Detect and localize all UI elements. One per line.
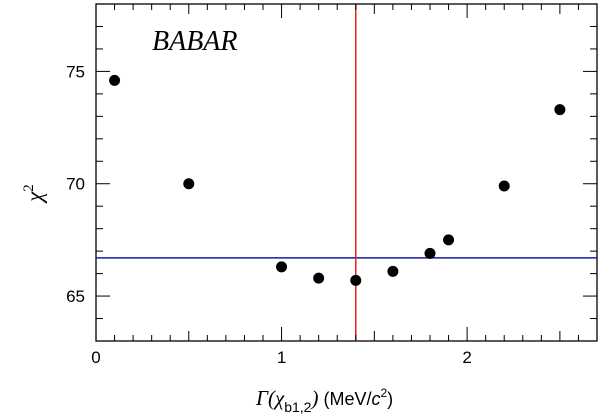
y-tick-label: 70	[66, 175, 85, 194]
data-point	[183, 178, 195, 190]
data-point	[554, 104, 566, 116]
x-tick-label: 2	[462, 348, 471, 367]
data-point	[350, 274, 362, 286]
y-axis-label: χ2	[21, 184, 47, 204]
experiment-label: BABAR	[152, 26, 238, 57]
plot-frame	[95, 3, 598, 342]
data-point	[276, 261, 288, 273]
x-axis-label-close: )	[310, 386, 318, 410]
data-point	[443, 234, 455, 246]
x-axis-label-unit-c: c	[371, 389, 380, 409]
y-axis-label-exponent: 2	[21, 184, 37, 192]
x-axis-label-unit-close: )	[387, 389, 393, 409]
y-tick-label: 65	[66, 287, 85, 306]
data-point	[498, 180, 510, 192]
y-tick-label: 75	[66, 62, 85, 81]
x-axis-label-unit-open: (MeV/	[318, 389, 371, 409]
data-point	[313, 272, 325, 284]
x-axis-label-subscript: b1,2	[284, 399, 311, 415]
data-point	[424, 247, 436, 259]
x-axis-label-symbol: Γ	[255, 386, 269, 410]
x-axis-label-open: (	[268, 386, 277, 410]
x-axis-label-chi: χ	[273, 386, 285, 410]
x-axis-label: Γ(χb1,2) (MeV/c2)	[255, 386, 393, 415]
data-point	[109, 74, 121, 86]
x-axis-label-unit-exponent: 2	[380, 386, 387, 400]
x-tick-label: 0	[91, 348, 100, 367]
x-tick-label: 1	[277, 348, 286, 367]
data-point	[387, 265, 399, 277]
y-axis-label-symbol: χ	[22, 191, 47, 204]
